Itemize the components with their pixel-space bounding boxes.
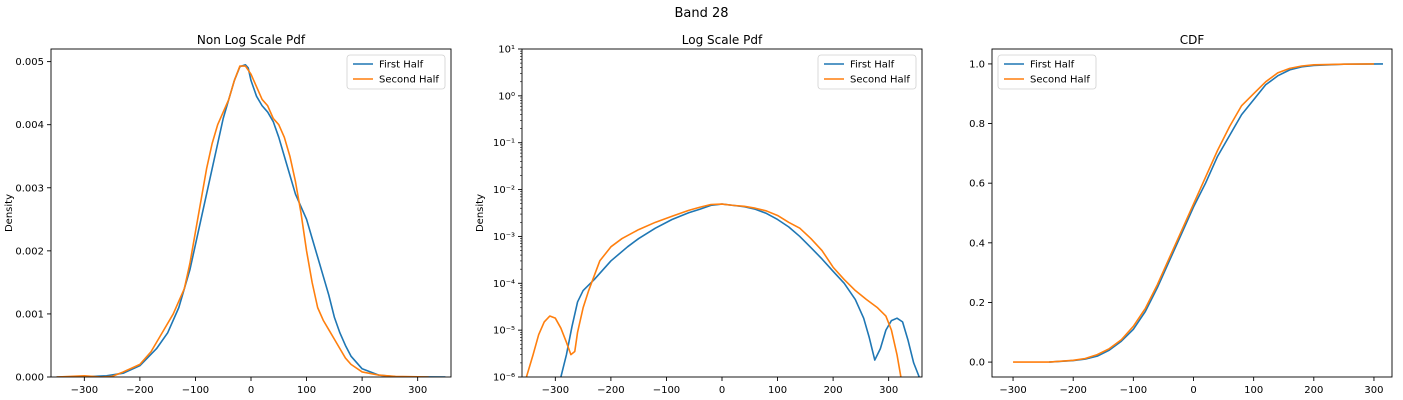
y-tick-label: 0.2 [969, 298, 985, 309]
x-tick-label: 200 [1304, 385, 1323, 396]
axes-title: CDF [1180, 33, 1205, 47]
x-tick-label: 300 [879, 385, 898, 396]
x-tick-label: 0 [248, 385, 254, 396]
figure-suptitle: Band 28 [674, 6, 728, 21]
x-tick-label: 200 [353, 385, 372, 396]
x-tick-label: 100 [297, 385, 316, 396]
y-tick-label: 10⁻⁴ [493, 279, 515, 290]
x-tick-label: −300 [999, 385, 1026, 396]
legend-label-1: First Half [379, 60, 424, 71]
axes-frame [50, 48, 452, 378]
axes-title: Non Log Scale Pdf [197, 33, 306, 47]
axes-title: Log Scale Pdf [682, 33, 763, 47]
y-tick-label: 10⁻⁶ [493, 373, 515, 384]
y-tick-label: 0.0 [969, 358, 985, 369]
axes-non-log-pdf: −300 −200 −100 0 100 200 300 0.000 0.001 0.002 0.0… [4, 33, 452, 396]
x-tick-label: 100 [1244, 385, 1263, 396]
x-tick-label: −200 [597, 385, 624, 396]
y-tick-label: 1.0 [969, 59, 985, 70]
x-tick-label: −100 [1120, 385, 1147, 396]
y-tick-label: 0.005 [15, 57, 44, 68]
x-tick-label: −200 [126, 385, 153, 396]
x-tick-label: −100 [653, 385, 680, 396]
y-tick-label: 10⁰ [498, 91, 515, 102]
x-tick-label: −300 [71, 385, 98, 396]
legend-label-1: First Half [1030, 60, 1075, 71]
y-tick-label: 10¹ [498, 45, 515, 56]
x-tick-label: 0 [719, 385, 725, 396]
y-tick-label: 10⁻¹ [493, 138, 515, 149]
legend-label-2: Second Half [1030, 75, 1090, 86]
legend-label-2: Second Half [379, 75, 439, 86]
y-tick-label: 0.8 [969, 119, 985, 130]
x-tick-label: −200 [1059, 385, 1086, 396]
legend-label-1: First Half [850, 60, 895, 71]
x-tick-label: 300 [408, 385, 427, 396]
y-axis-label: Density [4, 194, 15, 232]
x-tick-label: −100 [182, 385, 209, 396]
y-tick-label: 0.6 [969, 179, 985, 190]
legend: First Half Second Half [817, 54, 917, 90]
axes-frame [991, 48, 1393, 378]
axes-cdf: −300 −200 −100 0 100 200 300 0.0 0.2 0.4 0.6 0.8 1.0… [969, 33, 1393, 396]
axes-frame [521, 48, 923, 378]
y-tick-label: 0.003 [15, 183, 44, 194]
x-tick-label: 300 [1364, 385, 1383, 396]
y-tick-label: 0.4 [969, 238, 985, 249]
y-tick-label: 0.002 [15, 246, 44, 257]
series-line-1 [56, 63, 446, 377]
series-line-2 [1013, 63, 1374, 363]
y-tick-label: 0.000 [15, 373, 44, 384]
y-axis-label: Density [475, 194, 486, 232]
y-tick-label: 10⁻² [493, 185, 515, 196]
y-tick-label: 0.004 [15, 120, 44, 131]
legend: First Half Second Half [346, 54, 446, 90]
legend-label-2: Second Half [850, 75, 910, 86]
y-tick-label: 10⁻⁵ [493, 326, 515, 337]
y-tick-label: 10⁻³ [493, 232, 515, 243]
axes-log-pdf: −300 −200 −100 0 100 200 300 10⁻⁶ 10⁻⁵ 10⁻⁴ 10⁻³ 10… [475, 33, 923, 396]
x-tick-label: −300 [542, 385, 569, 396]
legend: First Half Second Half [997, 54, 1097, 90]
series-line-2 [56, 65, 429, 377]
x-tick-label: 200 [824, 385, 843, 396]
x-tick-label: 100 [768, 385, 787, 396]
series-line-1 [560, 203, 920, 377]
series-line-2 [525, 203, 902, 377]
y-tick-label: 0.001 [15, 309, 44, 320]
x-tick-label: 0 [1190, 385, 1196, 396]
series-line-1 [1049, 63, 1383, 363]
